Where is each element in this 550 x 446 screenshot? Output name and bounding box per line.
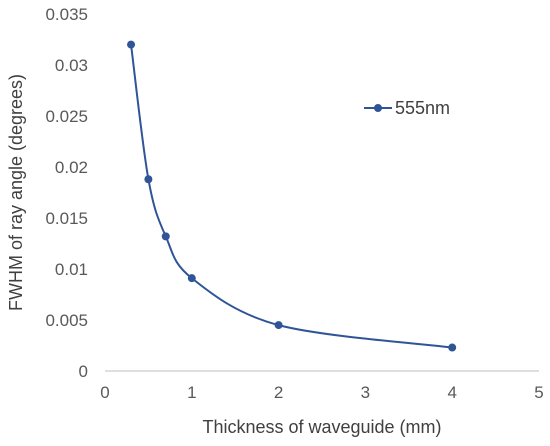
y-tick-label: 0.005	[45, 311, 88, 330]
x-tick-label: 2	[274, 383, 283, 402]
y-axis-title: FWHM of ray angle (degrees)	[6, 74, 26, 311]
y-tick-label: 0.015	[45, 209, 88, 228]
legend: 555nm	[364, 98, 450, 118]
data-point	[127, 40, 136, 49]
y-tick-label: 0.03	[55, 56, 88, 75]
data-point	[161, 232, 170, 241]
data-point	[144, 175, 153, 184]
x-tick-label: 4	[447, 383, 456, 402]
x-tick-label: 5	[534, 383, 543, 402]
data-point	[187, 274, 196, 283]
y-tick-label: 0.02	[55, 158, 88, 177]
series-line-555nm	[130, 44, 453, 349]
legend-label-555nm: 555nm	[395, 98, 450, 118]
data-point	[448, 343, 457, 352]
x-axis-ticks: 0 1 2 3 4 5	[100, 383, 543, 402]
data-markers	[127, 40, 457, 352]
data-point	[274, 321, 283, 330]
y-axis-ticks: 0 0.005 0.01 0.015 0.02 0.025 0.03 0.035	[45, 5, 88, 381]
x-axis-title: Thickness of waveguide (mm)	[202, 417, 441, 437]
x-tick-label: 1	[187, 383, 196, 402]
legend-marker-555nm	[374, 104, 382, 112]
y-tick-label: 0.01	[55, 260, 88, 279]
x-tick-label: 3	[361, 383, 370, 402]
y-tick-label: 0	[79, 362, 88, 381]
y-tick-label: 0.035	[45, 5, 88, 24]
x-tick-label: 0	[100, 383, 109, 402]
y-tick-label: 0.025	[45, 107, 88, 126]
